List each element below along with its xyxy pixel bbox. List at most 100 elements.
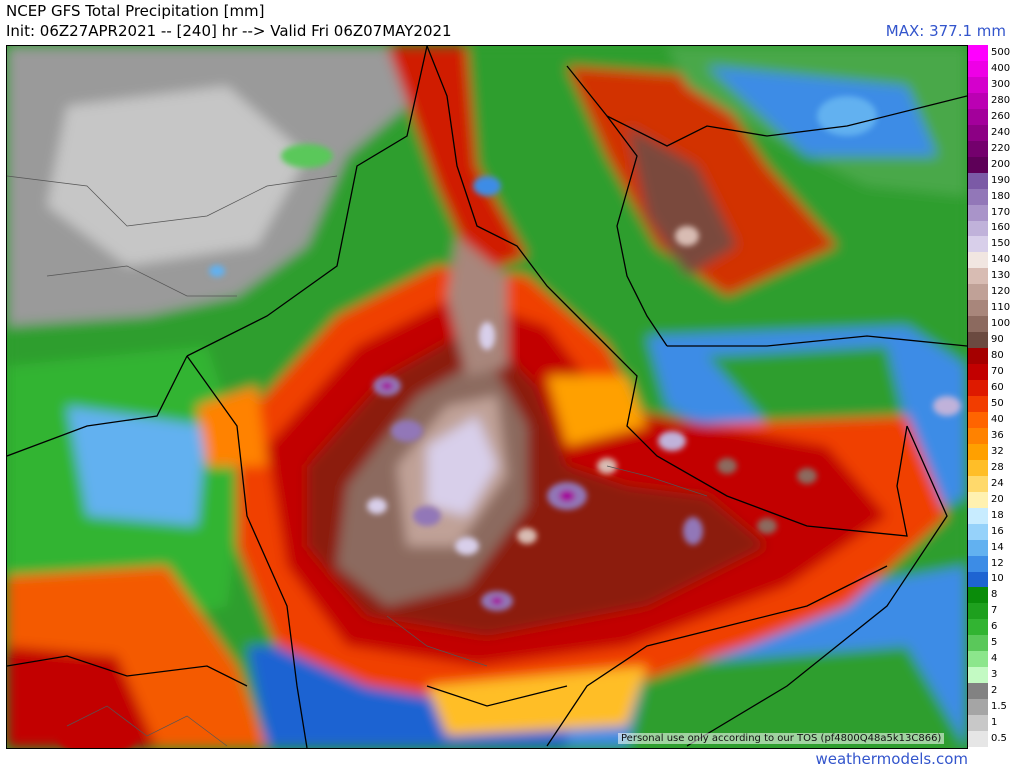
legend-swatch	[968, 396, 988, 413]
legend-label: 36	[991, 429, 1004, 441]
legend-label: 200	[991, 158, 1011, 170]
legend-label: 4	[991, 653, 998, 665]
legend-swatch	[968, 731, 988, 748]
legend-label: 5	[991, 637, 998, 649]
map-canvas	[7, 46, 967, 748]
legend-label: 110	[991, 302, 1011, 314]
legend-swatch	[968, 284, 988, 301]
legend-swatch	[968, 523, 988, 541]
legend-label: 0.5	[991, 733, 1007, 745]
legend-swatch	[968, 427, 988, 445]
legend-label: 100	[991, 318, 1011, 330]
legend-label: 240	[991, 126, 1011, 138]
legend-swatch	[968, 459, 988, 477]
legend-label: 190	[991, 174, 1011, 186]
legend-swatch	[968, 491, 988, 509]
legend-label: 2	[991, 685, 998, 697]
legend-swatch	[968, 252, 988, 269]
precipitation-map	[6, 45, 968, 749]
legend-swatch	[968, 76, 988, 94]
legend-label: 8	[991, 589, 998, 601]
color-scale-legend	[968, 45, 988, 748]
legend-swatch	[968, 172, 988, 190]
tos-notice: Personal use only according to our TOS (…	[618, 733, 945, 744]
legend-swatch	[968, 45, 988, 62]
legend-swatch	[968, 108, 988, 126]
legend-swatch	[968, 188, 988, 206]
legend-label: 28	[991, 461, 1004, 473]
legend-label: 220	[991, 142, 1011, 154]
legend-label: 7	[991, 605, 998, 617]
legend-label: 40	[991, 413, 1004, 425]
legend-label: 32	[991, 445, 1004, 457]
legend-swatch	[968, 60, 988, 78]
legend-swatch	[968, 411, 988, 429]
legend-label: 280	[991, 94, 1011, 106]
legend-swatch	[968, 443, 988, 461]
legend-label: 90	[991, 334, 1004, 346]
legend-label: 60	[991, 382, 1004, 394]
legend-swatch	[968, 268, 988, 285]
legend-label: 260	[991, 110, 1011, 122]
legend-swatch	[968, 156, 988, 174]
site-credit: weathermodels.com	[815, 750, 968, 768]
legend-label: 3	[991, 669, 998, 681]
legend-label: 50	[991, 397, 1004, 409]
precip-cells	[57, 96, 961, 748]
legend-label: 170	[991, 206, 1011, 218]
max-value-label: MAX: 377.1 mm	[885, 22, 1006, 40]
legend-swatch	[968, 603, 988, 620]
legend-label: 16	[991, 525, 1004, 537]
legend-label: 180	[991, 190, 1011, 202]
legend-label: 400	[991, 62, 1011, 74]
legend-swatch	[968, 619, 988, 636]
legend-label: 12	[991, 557, 1004, 569]
legend-swatch	[968, 715, 988, 732]
legend-label: 160	[991, 222, 1011, 234]
legend-swatch	[968, 539, 988, 557]
legend-swatch	[968, 364, 988, 381]
legend-swatch	[968, 220, 988, 237]
legend-label: 18	[991, 509, 1004, 521]
init-valid-line: Init: 06Z27APR2021 -- [240] hr --> Valid…	[6, 22, 452, 40]
minor-borders	[7, 175, 708, 747]
legend-label: 130	[991, 270, 1011, 282]
legend-label: 1	[991, 717, 998, 729]
legend-swatch	[968, 635, 988, 652]
chart-title: NCEP GFS Total Precipitation [mm]	[6, 2, 265, 20]
legend-swatch	[968, 587, 988, 604]
legend-swatch	[968, 332, 988, 349]
legend-label: 20	[991, 493, 1004, 505]
borders	[7, 46, 967, 748]
legend-label: 500	[991, 46, 1011, 58]
legend-label: 80	[991, 350, 1004, 362]
legend-label: 6	[991, 621, 998, 633]
legend-label: 150	[991, 238, 1011, 250]
legend-swatch	[968, 140, 988, 158]
legend-swatch	[968, 236, 988, 253]
legend-label: 10	[991, 573, 1004, 585]
legend-swatch	[968, 507, 988, 525]
legend-label: 14	[991, 541, 1004, 553]
legend-swatch	[968, 204, 988, 221]
legend-label: 300	[991, 78, 1011, 90]
legend-swatch	[968, 699, 988, 716]
legend-label: 120	[991, 286, 1011, 298]
legend-label: 140	[991, 254, 1011, 266]
legend-swatch	[968, 380, 988, 397]
legend-label: 24	[991, 477, 1004, 489]
legend-swatch	[968, 555, 988, 572]
legend-swatch	[968, 683, 988, 700]
precip-field	[7, 46, 967, 748]
legend-swatch	[968, 475, 988, 493]
legend-swatch	[968, 124, 988, 142]
legend-swatch	[968, 92, 988, 110]
legend-swatch	[968, 651, 988, 668]
legend-swatch	[968, 316, 988, 333]
legend-label: 70	[991, 366, 1004, 378]
legend-swatch	[968, 571, 988, 588]
legend-label: 1.5	[991, 701, 1007, 713]
legend-swatch	[968, 667, 988, 684]
legend-swatch	[968, 300, 988, 317]
legend-swatch	[968, 348, 988, 365]
